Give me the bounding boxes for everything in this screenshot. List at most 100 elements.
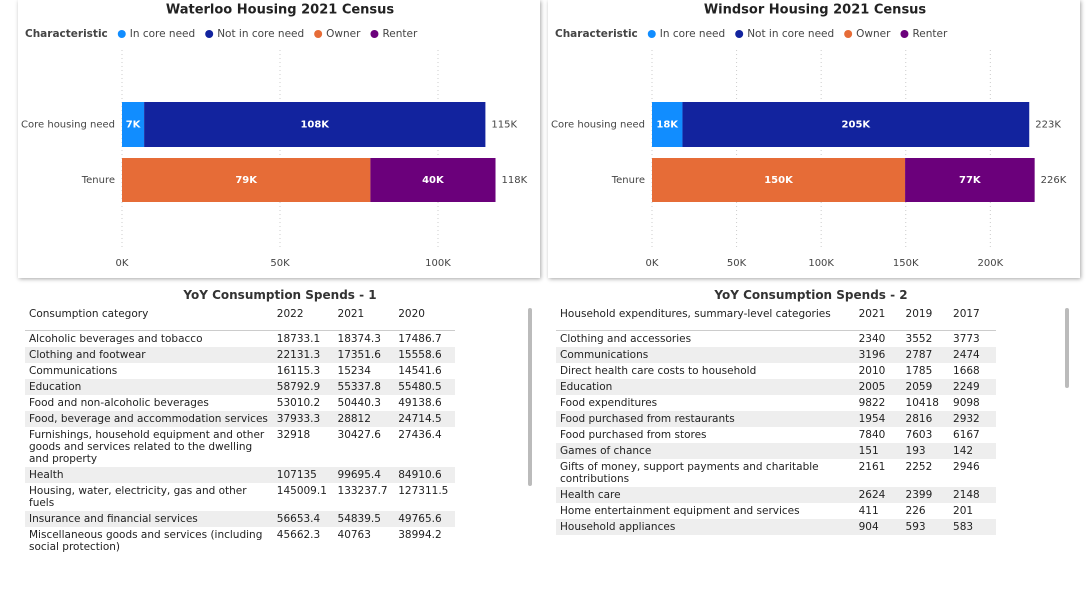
table-cell: 55480.5 xyxy=(394,379,455,395)
scrollbar[interactable] xyxy=(1065,308,1069,388)
table-cell: 127311.5 xyxy=(398,485,449,497)
table-cell: 583 xyxy=(949,519,996,535)
table-cell: 18733.1 xyxy=(276,333,321,345)
table-cell: 9822 xyxy=(858,397,886,409)
table-cell: Health care xyxy=(556,487,855,503)
table-cell: 2249 xyxy=(949,379,996,395)
legend-marker xyxy=(117,30,126,38)
table-cell: Insurance and financial services xyxy=(25,511,273,527)
table-cell: Gifts of money, support payments and cha… xyxy=(560,461,819,485)
table-cell: 3196 xyxy=(854,347,902,363)
table-cell: 151 xyxy=(854,443,902,459)
table-row: Alcoholic beverages and tobacco 18733.1 18… xyxy=(25,331,455,348)
x-tick-label: 0K xyxy=(646,258,659,269)
column-header[interactable]: 2021 xyxy=(333,306,395,331)
bar-segment xyxy=(370,158,496,202)
table-row: Furnishings, household equipment and oth… xyxy=(25,427,455,467)
legend-label: In core need xyxy=(130,28,195,40)
value-label: 18K xyxy=(656,120,679,131)
table-cell: 107135 xyxy=(272,467,334,483)
total-label: 226K xyxy=(1041,175,1067,186)
chart-title: Waterloo Housing 2021 Census xyxy=(166,3,395,18)
y-tick-label: Core housing need xyxy=(551,120,645,131)
table: Consumption category 2022 2021 2020 Alcoholi… xyxy=(25,306,455,555)
table-cell: 2010 xyxy=(858,365,886,377)
scrollbar[interactable] xyxy=(528,308,532,486)
legend-label: Renter xyxy=(912,28,948,40)
table-cell: 2624 xyxy=(854,487,902,503)
table-row: Household appliances 904 593 583 xyxy=(556,519,996,535)
table-cell: 9098 xyxy=(953,397,980,409)
table-row: Food, beverage and accommodation service… xyxy=(25,411,455,427)
table-cell: Housing, water, electricity, gas and oth… xyxy=(29,485,247,509)
column-header[interactable]: Consumption category xyxy=(25,306,273,331)
table-cell: Miscellaneous goods and services (includ… xyxy=(29,529,263,553)
table-row: Direct health care costs to household 201… xyxy=(556,363,996,379)
table-container: Consumption category 2022 2021 2020 Alcoholi… xyxy=(25,306,455,564)
table-cell: Communications xyxy=(556,347,855,363)
table-cell: Food, beverage and accommodation service… xyxy=(25,411,273,427)
bar-segment xyxy=(905,158,1035,202)
bar-segment xyxy=(682,102,1030,147)
table-cell: 54839.5 xyxy=(333,511,395,527)
table-cell: 7840 xyxy=(858,429,886,441)
legend-label: Renter xyxy=(382,28,418,40)
table-cell: 17486.7 xyxy=(398,333,442,345)
table-cell: Alcoholic beverages and tobacco xyxy=(29,333,203,345)
table-cell: 2252 xyxy=(905,461,933,473)
x-tick-label: 100K xyxy=(808,258,834,269)
column-header[interactable]: 2020 xyxy=(394,306,455,331)
table-cell: 2005 xyxy=(854,379,902,395)
table-row: Home entertainment equipment and service… xyxy=(556,503,996,519)
table-cell: 2340 xyxy=(858,333,886,345)
charts: Waterloo Housing 2021 Census Characterist… xyxy=(21,3,1067,270)
table-cell: 50440.3 xyxy=(337,397,381,409)
table-cell: Education xyxy=(25,379,273,395)
table-cell: Clothing and footwear xyxy=(25,347,273,363)
table-cell: 84910.6 xyxy=(394,467,455,483)
table-cell: 40763 xyxy=(337,529,371,541)
column-header[interactable]: 2022 xyxy=(272,306,334,331)
table-cell: 226 xyxy=(905,505,926,517)
column-header[interactable]: 2017 xyxy=(949,306,996,331)
table-cell: 17351.6 xyxy=(333,347,395,363)
legend-marker xyxy=(370,30,379,38)
table-cell: 38994.2 xyxy=(398,529,442,541)
table-row: Communications 16115.3 15234 14541.6 xyxy=(25,363,455,379)
table-cell: 593 xyxy=(901,519,950,535)
table-cell: 55337.8 xyxy=(333,379,395,395)
table-cell: 1954 xyxy=(854,411,902,427)
table-row: Food and non-alcoholic beverages 53010.2 5… xyxy=(25,395,455,411)
table-cell: Education xyxy=(556,379,855,395)
total-label: 115K xyxy=(491,120,517,131)
table-cell: Direct health care costs to household xyxy=(560,365,757,377)
chart-title: Windsor Housing 2021 Census xyxy=(704,3,927,18)
x-tick-label: 50K xyxy=(727,258,747,269)
table-cell: 193 xyxy=(901,443,950,459)
table-cell: 45662.3 xyxy=(276,529,321,541)
table-row: Food purchased from stores 7840 7603 6167 xyxy=(556,427,996,443)
table-container: Household expenditures, summary-level ca… xyxy=(556,306,996,558)
column-header[interactable]: 2021 xyxy=(854,306,902,331)
table-title: YoY Consumption Spends - 1 xyxy=(183,288,377,302)
table-row: Games of chance 151 193 142 xyxy=(556,443,996,459)
column-header[interactable]: 2019 xyxy=(901,306,950,331)
table-row: Gifts of money, support payments and cha… xyxy=(556,459,996,487)
table-cell: 2932 xyxy=(949,411,996,427)
table-cell: 3773 xyxy=(953,333,980,345)
table-cell: 99695.4 xyxy=(333,467,395,483)
table-cell: 56653.4 xyxy=(272,511,334,527)
table-cell: 2474 xyxy=(949,347,996,363)
table-row: Clothing and footwear 22131.3 17351.6 15558… xyxy=(25,347,455,363)
legend-marker xyxy=(844,30,853,38)
legend-label: Owner xyxy=(856,28,891,40)
y-tick-label: Tenure xyxy=(81,175,115,186)
column-header[interactable]: Household expenditures, summary-level ca… xyxy=(556,306,855,331)
table-cell: 2161 xyxy=(858,461,886,473)
value-label: 7K xyxy=(126,120,142,131)
table-cell: Food purchased from stores xyxy=(560,429,707,441)
table-cell: Food and non-alcoholic beverages xyxy=(29,397,209,409)
legend-label: Not in core need xyxy=(747,28,834,40)
value-label: 79K xyxy=(235,175,258,186)
